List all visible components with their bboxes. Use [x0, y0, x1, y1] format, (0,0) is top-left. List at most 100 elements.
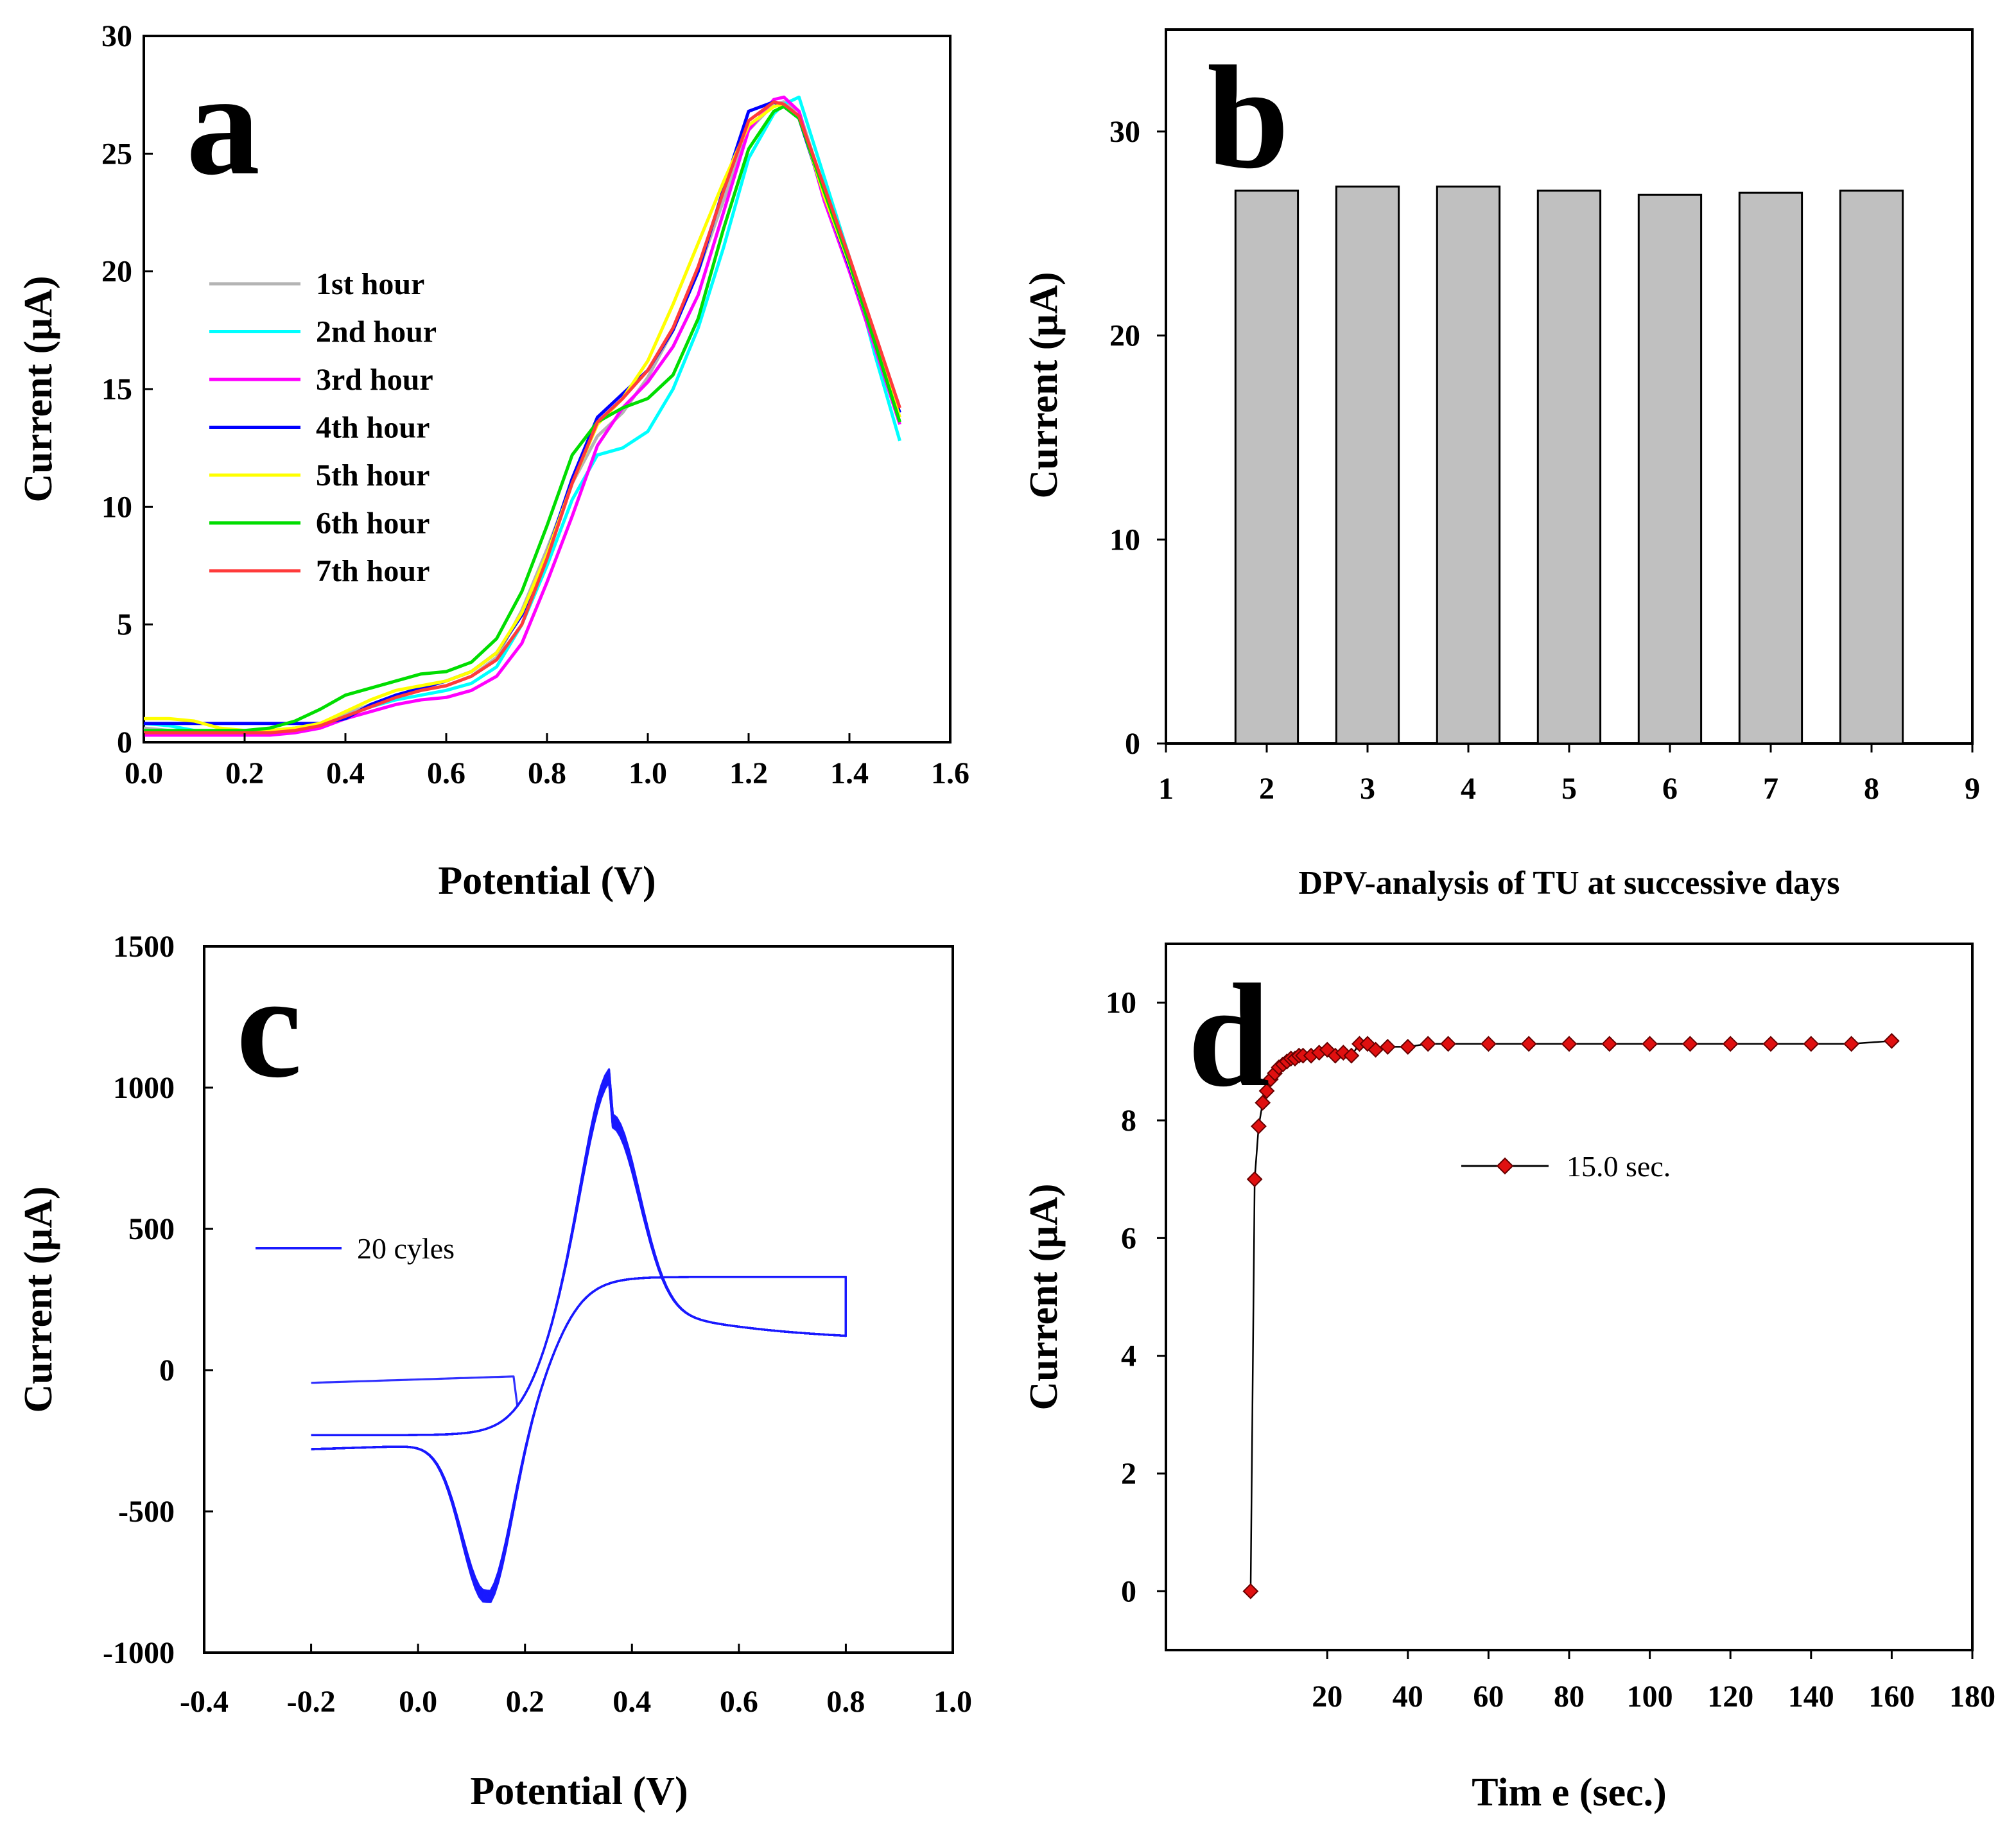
panel-c-cycle-line: [311, 1081, 847, 1593]
panel-b: 1 2 3 4 5 6 7 8 9 0 10 20 30 b DPV-analysis of TU a…: [1022, 28, 1980, 901]
panel-a: 0.0 0.2 0.4 0.6 0.8 1.0 1.2 1.4 1.6 0 5 10 15 20 25 30…: [17, 19, 969, 903]
panel-d-letter: d: [1188, 953, 1270, 1117]
panel-c-x-tick-label: 1.0: [934, 1685, 972, 1719]
panel-a-legend-label: 5th hour: [316, 458, 430, 492]
panel-b-x-tick-label: 2: [1259, 772, 1274, 806]
panel-d-legend-marker: [1496, 1157, 1514, 1175]
panel-a-series-line: [144, 105, 901, 733]
panel-b-x-tick-label: 8: [1864, 772, 1879, 806]
panel-b-bar: [1738, 191, 1803, 745]
panel-c-cycle-line: [311, 1077, 847, 1596]
panel-d-data-point: [1251, 1118, 1267, 1135]
panel-c-cycle-line: [311, 1080, 847, 1593]
panel-a-legend-label: 7th hour: [316, 554, 430, 588]
panel-c-cycle-line: [311, 1076, 847, 1596]
panel-a-legend-label: 6th hour: [316, 507, 430, 541]
panel-d-data-point: [1601, 1036, 1618, 1052]
panel-a-series-line: [144, 95, 901, 737]
panel-c-letter: c: [236, 944, 302, 1108]
panel-b-bar: [1536, 189, 1602, 745]
panel-c-cycle-line: [311, 1069, 847, 1603]
panel-d-y-axis-label: Current (µA): [1022, 1183, 1066, 1410]
panel-c-y-axis-label: Current (µA): [17, 1186, 60, 1413]
panel-a-legend-label: 1st hour: [316, 267, 424, 301]
panel-c-cycle-line: [311, 1075, 847, 1597]
panel-a-y-tick-label: 5: [117, 608, 132, 642]
panel-d-data-point: [1440, 1036, 1457, 1052]
panel-c-cycle-line: [311, 1070, 847, 1602]
panel-a-x-tick-label: 0.0: [125, 756, 163, 790]
panel-d-series-line: [1249, 1040, 1892, 1592]
panel-d-data-point: [1246, 1171, 1263, 1188]
panel-d-data-point: [1379, 1039, 1396, 1055]
panel-d-data-point: [1258, 1083, 1275, 1099]
panel-b-bar: [1234, 189, 1299, 745]
panel-c-cycle-line: [311, 1068, 847, 1603]
panel-a-legend-label: 2nd hour: [316, 315, 437, 349]
panel-c-cycle-line: [311, 1081, 847, 1592]
panel-c-y-tick-label: -1000: [103, 1636, 175, 1670]
panel-b-bar: [1637, 193, 1703, 745]
panel-c-x-axis-label: Potential (V): [470, 1769, 688, 1813]
panel-b-bar: [1335, 186, 1400, 745]
panel-d-x-tick-label: 100: [1627, 1680, 1673, 1714]
panel-a-x-axis-label: Potential (V): [438, 859, 656, 903]
panel-c-y-tick-label: 0: [159, 1353, 175, 1387]
panel-a-y-tick-label: 0: [117, 726, 132, 760]
panel-d-y-tick-label: 0: [1121, 1574, 1136, 1608]
panel-d-data-point: [1242, 1583, 1259, 1599]
panel-d-data-point: [1642, 1036, 1658, 1052]
panel-a-x-tick-label: 0.8: [528, 756, 566, 790]
panel-d-x-axis-label: Tim e (sec.): [1472, 1771, 1667, 1814]
panel-d-data-point: [1480, 1036, 1497, 1052]
panel-c-cycle-line: [311, 1079, 847, 1594]
panel-d-x-tick-label: 60: [1473, 1680, 1504, 1714]
panel-c-x-tick-label: 0.4: [613, 1685, 651, 1719]
panel-d-data-point: [1520, 1036, 1537, 1052]
panel-b-x-tick-label: 3: [1360, 772, 1375, 806]
panel-a-x-tick-label: 1.4: [830, 756, 869, 790]
panel-b-x-tick-label: 4: [1461, 772, 1476, 806]
panel-b-bar: [1839, 189, 1904, 745]
panel-c-cycle-line: [311, 1072, 847, 1600]
panel-d-data-point: [1368, 1041, 1384, 1058]
panel-a-series-line: [144, 100, 901, 735]
panel-a-x-tick-label: 0.2: [225, 756, 264, 790]
panel-b-letter: b: [1207, 35, 1289, 199]
panel-b-x-tick-label: 9: [1965, 772, 1980, 806]
panel-b-y-tick-label: 0: [1125, 727, 1140, 761]
panel-c-x-tick-label: 0.2: [506, 1685, 544, 1719]
panel-a-legend-label: 3rd hour: [316, 363, 433, 397]
panel-b-y-tick-label: 20: [1109, 319, 1140, 353]
panel-c-y-tick-label: 1000: [113, 1071, 175, 1105]
panel-d-y-tick-label: 8: [1121, 1104, 1136, 1138]
panel-c-y-tick-label: 1500: [113, 930, 175, 964]
panel-c: -0.4 -0.2 0.0 0.2 0.4 0.6 0.8 1.0 -1000 -500 0 500…: [17, 930, 972, 1813]
panel-a-y-axis-label: Current (µA): [17, 275, 60, 502]
panel-c-x-tick-label: 0.8: [826, 1685, 865, 1719]
panel-c-cycle-line: [311, 1073, 847, 1599]
panel-d-y-tick-label: 6: [1121, 1221, 1136, 1255]
panel-b-y-axis-label: Current (µA): [1022, 272, 1066, 498]
panel-c-x-tick-label: -0.2: [287, 1685, 336, 1719]
panel-d-x-tick-label: 140: [1788, 1680, 1834, 1714]
panel-c-cycle-line: [311, 1074, 847, 1598]
panel-a-legend-label: 4th hour: [316, 411, 430, 445]
panel-d-x-tick-label: 120: [1707, 1680, 1753, 1714]
panel-a-x-tick-label: 1.6: [931, 756, 969, 790]
panel-b-y-tick-label: 10: [1109, 523, 1140, 557]
panel-d-x-tick-label: 40: [1393, 1680, 1423, 1714]
panel-d-data-point: [1420, 1036, 1436, 1052]
panel-a-y-tick-label: 30: [101, 19, 132, 53]
panel-c-cycle-line: [311, 1075, 847, 1597]
panel-a-x-tick-label: 1.2: [729, 756, 768, 790]
panel-d-y-tick-label: 2: [1121, 1457, 1136, 1491]
panel-a-x-tick-label: 0.6: [427, 756, 465, 790]
panel-c-x-tick-label: 0.0: [399, 1685, 437, 1719]
panel-c-cycle-line: [311, 1078, 847, 1594]
panel-b-y-tick-label: 30: [1109, 115, 1140, 149]
panel-c-cycle-line: [311, 1074, 847, 1599]
panel-c-y-tick-label: -500: [118, 1495, 175, 1529]
panel-d: 20 40 60 80 100 120 140 160 180 0 2 4 6 8 10 15.0 sec…: [1022, 943, 1995, 1814]
